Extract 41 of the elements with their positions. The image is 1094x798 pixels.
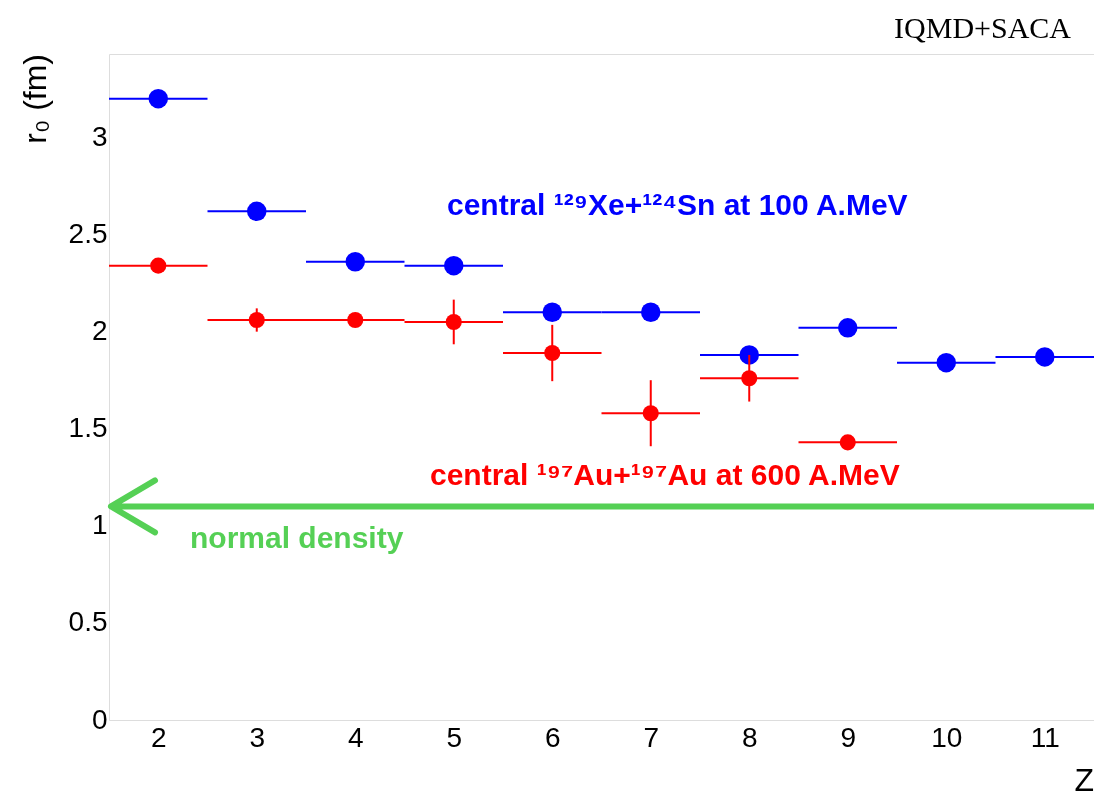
- point: [444, 255, 464, 276]
- y-tick-label: 2.5: [68, 218, 108, 250]
- x-axis-title: Z: [1074, 762, 1094, 798]
- point: [247, 201, 267, 221]
- point: [739, 345, 759, 365]
- point: [345, 252, 365, 272]
- x-tick-label: 2: [150, 721, 167, 753]
- y-tick-label: 2: [91, 315, 108, 347]
- x-tick-label: 7: [643, 721, 660, 753]
- point: [148, 88, 168, 109]
- x-tick-label: 6: [544, 721, 561, 753]
- point: [839, 434, 856, 451]
- x-tick-label: 8: [741, 721, 758, 753]
- point: [544, 344, 561, 362]
- point: [445, 313, 462, 330]
- x-tick-label: 3: [249, 721, 266, 753]
- point: [347, 311, 364, 329]
- x-tick-label: 11: [1030, 721, 1060, 753]
- x-tick-label: 10: [931, 721, 963, 753]
- point: [642, 405, 659, 422]
- y-tick-label: 0: [91, 703, 108, 735]
- point: [248, 311, 265, 329]
- point: [641, 302, 661, 322]
- series-label: central ¹²⁹Xe+¹²⁴Sn at 100 A.MeV: [447, 188, 908, 221]
- point: [936, 353, 956, 373]
- chart-title: IQMD+SACA: [894, 11, 1072, 44]
- point: [542, 302, 562, 322]
- x-tick-label: 9: [840, 721, 857, 753]
- x-tick-label: 5: [446, 721, 463, 753]
- point: [150, 257, 167, 274]
- y-tick-label: 1: [91, 509, 108, 541]
- point: [838, 318, 858, 338]
- ref-line-label: normal density: [190, 521, 404, 555]
- x-tick-label: 4: [347, 721, 364, 753]
- series-label: central ¹⁹⁷Au+¹⁹⁷Au at 600 A.MeV: [430, 458, 900, 491]
- point: [1035, 347, 1055, 367]
- y-tick-label: 0.5: [68, 606, 108, 638]
- y-tick-label: 1.5: [68, 412, 108, 444]
- point: [741, 370, 758, 387]
- y-axis-title: r₀ (fm): [17, 54, 53, 144]
- y-tick-label: 3: [91, 120, 108, 152]
